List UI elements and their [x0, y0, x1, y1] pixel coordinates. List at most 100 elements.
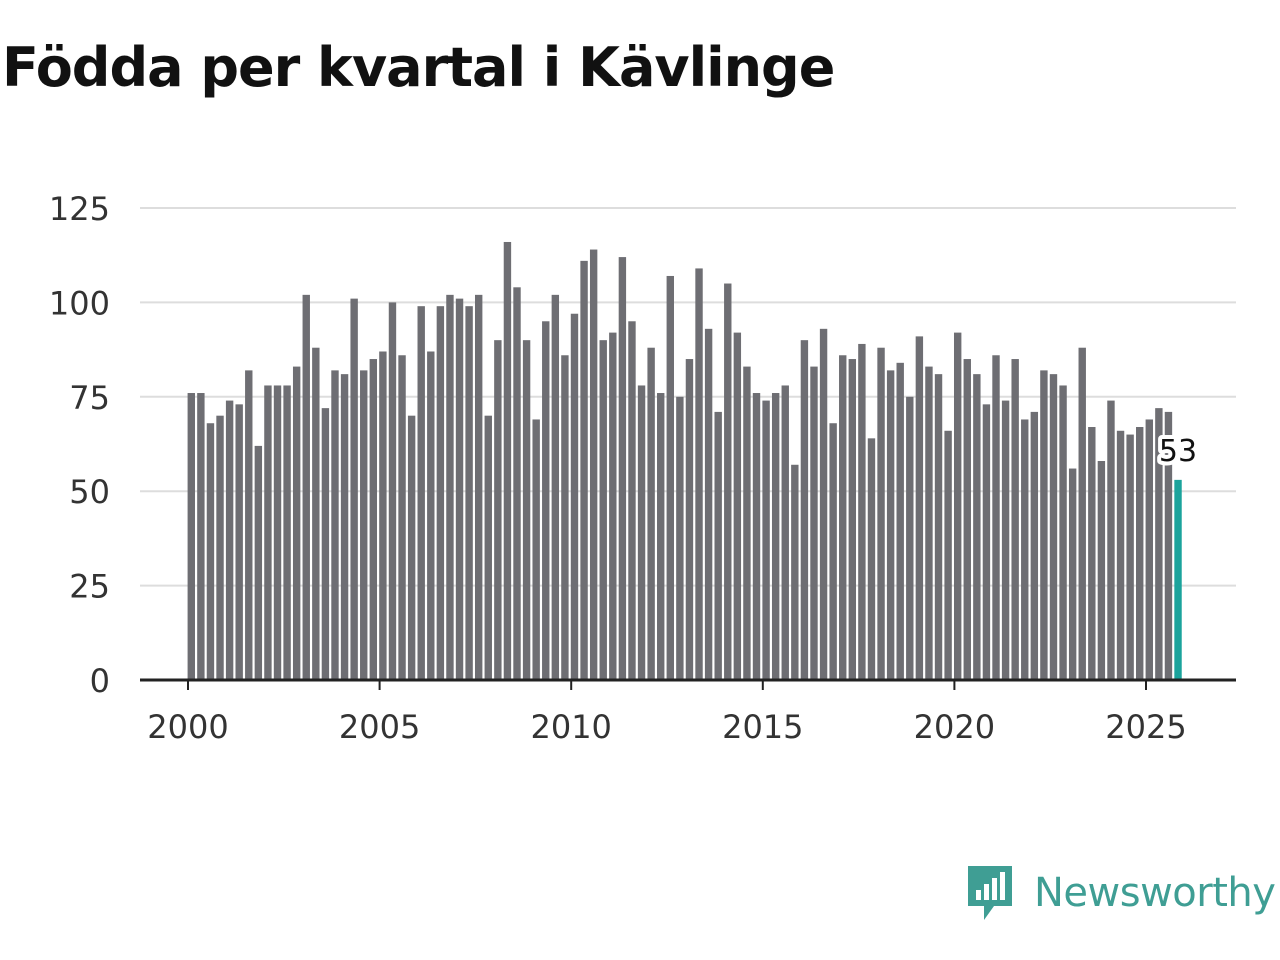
bar [734, 333, 741, 680]
bar [580, 261, 587, 680]
bar [897, 363, 904, 680]
bar [389, 302, 396, 680]
bar [992, 355, 999, 680]
bar [647, 348, 654, 680]
bar [207, 423, 214, 680]
bar [858, 344, 865, 680]
y-tick-label: 0 [90, 662, 110, 700]
bar [350, 299, 357, 680]
bar [906, 397, 913, 680]
bar [370, 359, 377, 680]
bar [456, 299, 463, 680]
bar [801, 340, 808, 680]
bar [1059, 385, 1066, 680]
bar [686, 359, 693, 680]
bar [887, 370, 894, 680]
bar [762, 401, 769, 680]
bar [935, 374, 942, 680]
bar [676, 397, 683, 680]
bar [714, 412, 721, 680]
bar [600, 340, 607, 680]
bar [1146, 419, 1153, 680]
bar [331, 370, 338, 680]
newsworthy-logo-icon [964, 862, 1016, 924]
bar [916, 336, 923, 680]
bar [944, 431, 951, 680]
bar [437, 306, 444, 680]
bar [485, 416, 492, 680]
bar [590, 250, 597, 680]
bar [628, 321, 635, 680]
x-tick-label: 2005 [339, 708, 420, 746]
x-axis: 2000 2005 2010 2015 2020 2025 [147, 680, 1186, 746]
bar [782, 385, 789, 680]
bar [465, 306, 472, 680]
y-tick-label: 25 [69, 568, 110, 606]
bar [552, 295, 559, 680]
bar [513, 287, 520, 680]
bar [1011, 359, 1018, 680]
bar [571, 314, 578, 680]
bar [312, 348, 319, 680]
bar [724, 284, 731, 680]
bar [379, 351, 386, 680]
bar [964, 359, 971, 680]
bar [523, 340, 530, 680]
y-tick-label: 125 [49, 190, 110, 228]
bar [1050, 374, 1057, 680]
bar [1107, 401, 1114, 680]
bar [1069, 469, 1076, 680]
data-label-latest: 53 [1159, 434, 1197, 469]
bar [925, 367, 932, 680]
bar [542, 321, 549, 680]
bar [1098, 461, 1105, 680]
bar [695, 268, 702, 680]
bar [743, 367, 750, 680]
bar [197, 393, 204, 680]
bar [1079, 348, 1086, 680]
bar [283, 385, 290, 680]
bar [408, 416, 415, 680]
brand-name: Newsworthy [1034, 870, 1275, 916]
bar [667, 276, 674, 680]
bar [188, 393, 195, 680]
bar [446, 295, 453, 680]
bar [360, 370, 367, 680]
bar [820, 329, 827, 680]
x-tick-label: 2020 [914, 708, 995, 746]
bar [954, 333, 961, 680]
bar [772, 393, 779, 680]
bar [216, 416, 223, 680]
bar [619, 257, 626, 680]
bar [494, 340, 501, 680]
y-tick-label: 75 [69, 379, 110, 417]
bars [188, 242, 1182, 680]
bar [983, 404, 990, 680]
bar [427, 351, 434, 680]
bar [235, 404, 242, 680]
bar-chart: 0255075100125 2000 2005 2010 2015 2020 2025 5… [0, 0, 1280, 960]
bar [839, 355, 846, 680]
bar [255, 446, 262, 680]
bar [303, 295, 310, 680]
bar [418, 306, 425, 680]
bar [868, 438, 875, 680]
y-tick-label: 50 [69, 473, 110, 511]
bar [532, 419, 539, 680]
bar [264, 385, 271, 680]
bar [226, 401, 233, 680]
bar [1136, 427, 1143, 680]
bar-latest [1174, 480, 1181, 680]
bar [1040, 370, 1047, 680]
bar [657, 393, 664, 680]
bar [609, 333, 616, 680]
bar [274, 385, 281, 680]
bar [1021, 419, 1028, 680]
bar [504, 242, 511, 680]
data-labels: 53 [1159, 434, 1197, 469]
bar [293, 367, 300, 680]
bar [245, 370, 252, 680]
brand-logo: Newsworthy [964, 862, 1275, 924]
bar [638, 385, 645, 680]
bar [1117, 431, 1124, 680]
